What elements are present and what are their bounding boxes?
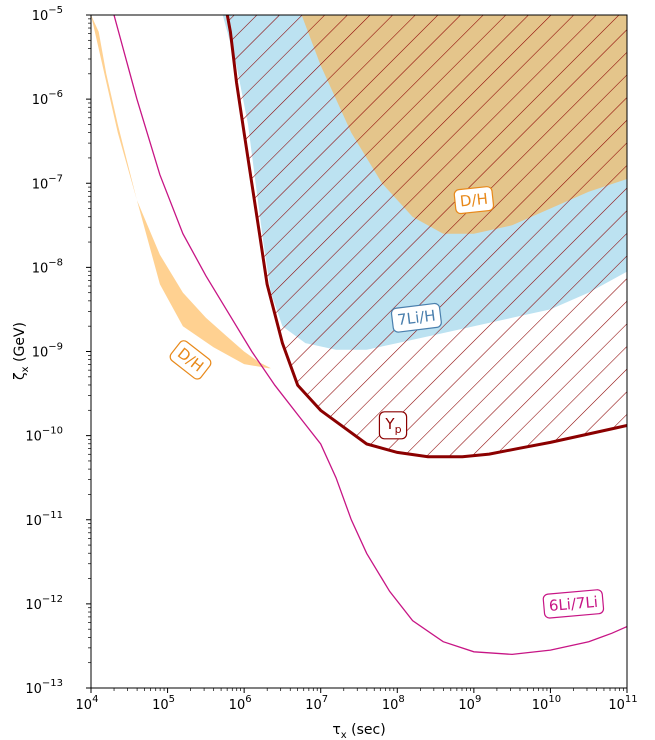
label-box: [169, 340, 212, 380]
y-tick-label: 10−11: [25, 510, 63, 529]
x-axis-label: τx (sec): [332, 722, 385, 740]
x-tick-label: 105: [152, 694, 175, 713]
label-box: [378, 411, 408, 440]
yp-boundary-line: [225, 15, 627, 459]
y-tick-label: 10−7: [32, 173, 63, 192]
label-box: [542, 589, 605, 619]
label-li6: 6Li/7Li: [542, 589, 605, 619]
x-tick-label: 1011: [608, 694, 637, 713]
label-box: [390, 302, 442, 333]
x-tick-label: 104: [76, 694, 99, 713]
li6-li7-line: [113, 15, 627, 656]
y-axis: 10−13 10−12 10−11 10−10 10−9 10−8 10−7 10−6 10−5: [25, 5, 91, 697]
y-tick-label: 10−5: [32, 5, 63, 24]
plot-area: [91, 15, 627, 656]
y-tick-label: 10−6: [32, 89, 63, 108]
annotations: D/H D/H 7Li/H Yp 6Li/7Li: [169, 186, 605, 619]
x-axis: 104 105 106 107 108 109 1010 1011: [76, 688, 638, 713]
yp-excluded-hatch: [227, 15, 627, 457]
label-text: D/H: [459, 190, 489, 211]
label-dh-high: D/H: [453, 186, 495, 215]
y-tick-label: 10−10: [25, 426, 63, 445]
y-tick-label: 10−9: [32, 342, 63, 361]
label-box: [453, 186, 495, 215]
x-tick-label: 108: [382, 694, 405, 713]
x-tick-label: 109: [458, 694, 481, 713]
label-li7: 7Li/H: [390, 302, 442, 333]
dh-excluded-region-low: [91, 15, 279, 369]
x-tick-label: 106: [229, 694, 252, 713]
y-axis-label: ζx (GeV): [12, 322, 31, 380]
y-tick-label: 10−13: [25, 678, 63, 697]
label-text: 6Li/7Li: [548, 593, 599, 615]
y-tick-label: 10−8: [32, 257, 63, 276]
label-text: 7Li/H: [396, 307, 436, 330]
label-text: Yp: [384, 415, 401, 436]
x-tick-label: 107: [305, 694, 328, 713]
x-tick-label: 1010: [532, 694, 561, 713]
y-tick-label: 10−12: [25, 594, 63, 613]
label-yp: Yp: [378, 411, 408, 440]
label-dh-low: D/H: [169, 340, 212, 380]
